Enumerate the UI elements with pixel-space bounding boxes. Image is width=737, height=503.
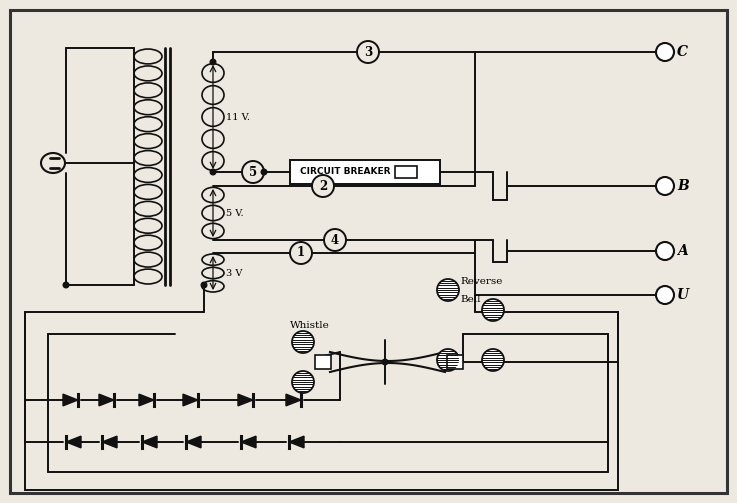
Text: 4: 4 [331, 233, 339, 246]
Polygon shape [102, 436, 117, 448]
Text: U: U [677, 288, 689, 302]
Circle shape [210, 169, 216, 175]
Circle shape [63, 282, 69, 288]
Text: C: C [677, 45, 688, 59]
Text: Whistle: Whistle [290, 321, 330, 330]
Polygon shape [139, 394, 154, 406]
Text: Reverse: Reverse [460, 278, 503, 287]
Circle shape [242, 161, 264, 183]
Bar [395, 166, 417, 178]
Circle shape [437, 349, 459, 371]
Circle shape [210, 59, 216, 65]
Circle shape [656, 177, 674, 195]
Circle shape [312, 175, 334, 197]
Polygon shape [289, 436, 304, 448]
Circle shape [437, 279, 459, 301]
Circle shape [656, 43, 674, 61]
Bar [315, 355, 331, 369]
Text: A: A [677, 244, 688, 258]
Text: 3: 3 [364, 45, 372, 58]
Text: 5 V.: 5 V. [226, 209, 244, 217]
Circle shape [292, 331, 314, 353]
Polygon shape [142, 436, 157, 448]
Circle shape [324, 229, 346, 251]
Circle shape [201, 282, 207, 288]
Text: Bell: Bell [460, 295, 481, 304]
Polygon shape [186, 436, 201, 448]
Circle shape [482, 299, 504, 321]
Text: 3 V: 3 V [226, 269, 242, 278]
Circle shape [656, 286, 674, 304]
Bar [447, 355, 463, 369]
Text: B: B [677, 179, 689, 193]
Polygon shape [286, 394, 301, 406]
Text: 5: 5 [249, 165, 257, 179]
Polygon shape [99, 394, 113, 406]
Bar [290, 160, 440, 184]
Circle shape [357, 41, 379, 63]
Circle shape [482, 349, 504, 371]
Circle shape [656, 242, 674, 260]
Polygon shape [183, 394, 198, 406]
Circle shape [292, 371, 314, 393]
Polygon shape [241, 436, 256, 448]
Text: 11 V.: 11 V. [226, 113, 250, 122]
Polygon shape [63, 394, 78, 406]
Polygon shape [238, 394, 253, 406]
Text: 1: 1 [297, 246, 305, 260]
Circle shape [261, 169, 267, 175]
Polygon shape [66, 436, 81, 448]
Text: CIRCUIT BREAKER: CIRCUIT BREAKER [300, 167, 391, 177]
Text: 2: 2 [319, 180, 327, 193]
Circle shape [290, 242, 312, 264]
Circle shape [383, 359, 388, 365]
